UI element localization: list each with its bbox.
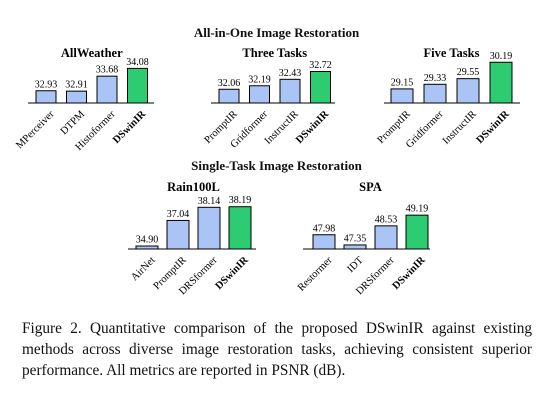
data-label-three-tasks-gridformer: 32.19 [248, 74, 271, 85]
data-label-rain100l-drsformer: 38.14 [198, 196, 221, 207]
bar-five-tasks-gridformer [423, 83, 447, 104]
bar-five-tasks-instructir [456, 78, 480, 104]
data-label-three-tasks-promptir: 32.06 [218, 78, 241, 89]
bar-rain100l-dswinir [228, 206, 252, 250]
data-label-spa-idt: 47.35 [344, 233, 367, 244]
tick-label-allweather-dswinir: DSwinIR [111, 109, 148, 146]
bar-rain100l-promptir [166, 219, 190, 250]
tick-label-five-tasks-instructir: InstructIR [441, 109, 479, 147]
bar-allweather-dswinir [127, 67, 148, 104]
bar-spa-idt [343, 244, 367, 250]
bar-five-tasks-dswinir [489, 61, 513, 104]
tick-label-spa-idt: IDT [345, 254, 366, 275]
tick-label-rain100l-airnet: AirNet [129, 255, 157, 283]
tick-label-rain100l-dswinir: DSwinIR [214, 255, 251, 292]
bar-three-tasks-instructir [279, 78, 301, 104]
chart-title-rain100l: Rain100L [167, 180, 220, 194]
data-label-spa-restormer: 47.98 [313, 223, 336, 234]
data-label-rain100l-dswinir: 38.19 [229, 195, 252, 206]
data-label-five-tasks-instructir: 29.55 [457, 67, 480, 78]
bar-three-tasks-dswinir [310, 71, 331, 104]
bar-spa-dswinir [405, 214, 429, 250]
data-label-rain100l-promptir: 37.04 [167, 209, 190, 220]
tick-label-allweather-dtpm: DTPM [59, 108, 88, 137]
bar-allweather-mperceiver [35, 90, 57, 104]
tick-label-spa-dswinir: DSwinIR [391, 255, 428, 292]
tick-label-spa-restormer: Restormer [296, 255, 335, 294]
chart-title-three-tasks: Three Tasks [242, 46, 307, 60]
tick-label-three-tasks-dswinir: DSwinIR [294, 109, 331, 146]
data-label-three-tasks-dswinir: 32.72 [309, 60, 332, 71]
bar-allweather-histoformer [96, 75, 118, 104]
data-label-spa-dswinir: 49.19 [406, 204, 429, 215]
tick-label-three-tasks-instructir: InstructIR [263, 109, 301, 147]
bar-allweather-dtpm [66, 90, 87, 104]
data-label-five-tasks-promptir: 29.15 [391, 77, 414, 88]
chart-title-five-tasks: Five Tasks [424, 46, 480, 60]
figure-caption: Figure 2. Quantitative comparison of the… [22, 320, 532, 379]
section-title-single-task: Single-Task Image Restoration [191, 158, 362, 173]
data-label-three-tasks-instructir: 32.43 [279, 68, 302, 79]
bar-rain100l-airnet [135, 245, 159, 250]
bar-rain100l-drsformer [197, 206, 221, 250]
tick-label-allweather-mperceiver: MPerceiver [14, 109, 57, 152]
chart-title-spa: SPA [359, 180, 382, 194]
data-label-allweather-dswinir: 34.08 [126, 57, 149, 68]
chart-title-allweather: AllWeather [61, 46, 123, 60]
data-label-allweather-mperceiver: 32.93 [35, 79, 58, 90]
data-label-five-tasks-dswinir: 30.19 [490, 51, 513, 62]
data-label-allweather-dtpm: 32.91 [65, 80, 88, 91]
tick-label-five-tasks-dswinir: DSwinIR [475, 109, 512, 146]
bar-five-tasks-promptir [390, 88, 414, 104]
section-title-all-in-one: All-in-One Image Restoration [193, 25, 360, 40]
bar-spa-drsformer [374, 225, 398, 250]
data-label-five-tasks-gridformer: 29.33 [424, 73, 447, 84]
bar-three-tasks-promptir [218, 88, 240, 104]
data-label-rain100l-airnet: 34.90 [136, 235, 159, 246]
bar-three-tasks-gridformer [249, 85, 270, 104]
bar-spa-restormer [312, 234, 336, 250]
data-label-allweather-histoformer: 33.68 [96, 65, 119, 76]
data-label-spa-drsformer: 48.53 [375, 214, 398, 225]
